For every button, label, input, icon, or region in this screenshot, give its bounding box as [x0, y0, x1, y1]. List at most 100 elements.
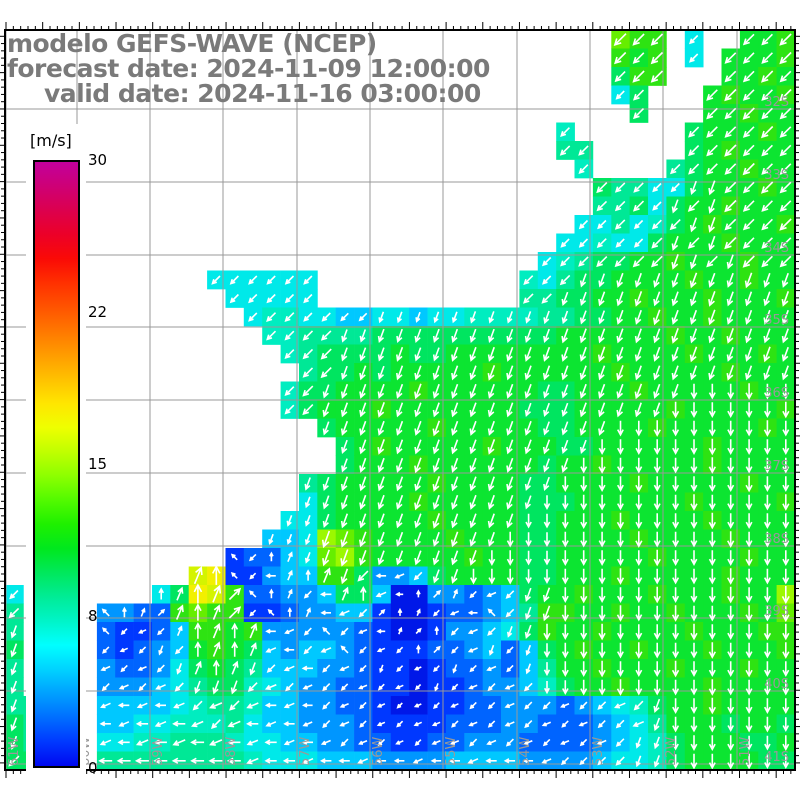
wind-arrow [432, 420, 441, 437]
wind-arrow [672, 439, 680, 455]
wind-arrow [763, 568, 771, 585]
wind-arrow [322, 626, 331, 635]
wind-arrow [633, 182, 644, 193]
wind-arrow [228, 606, 242, 619]
wind-arrow [690, 420, 698, 437]
wind-arrow [782, 476, 790, 492]
wind-arrow [100, 665, 111, 672]
wind-arrow [745, 753, 753, 770]
wind-arrow [763, 642, 771, 659]
wind-arrow [340, 738, 349, 747]
wind-arrow [543, 328, 550, 343]
wind-arrow [523, 682, 533, 692]
wind-arrow [212, 622, 221, 639]
wind-arrow [284, 349, 295, 360]
wind-arrow [634, 309, 642, 325]
wind-arrow [172, 739, 186, 746]
wind-arrow [358, 739, 368, 745]
wind-arrow [433, 609, 440, 617]
wind-arrow [543, 623, 551, 641]
wind-arrow [396, 311, 403, 324]
wind-arrow [708, 328, 716, 344]
wind-arrow [561, 457, 569, 473]
wind-arrow [451, 328, 459, 343]
wind-arrow [745, 328, 753, 344]
wind-arrow [523, 739, 533, 745]
wind-arrow [690, 568, 698, 585]
wind-arrow [653, 549, 661, 567]
wind-arrow [137, 629, 147, 634]
wind-arrow [579, 420, 587, 436]
wind-arrow [118, 721, 130, 727]
wind-arrow [284, 628, 295, 635]
wind-arrow [541, 758, 552, 764]
wind-arrow [761, 33, 773, 46]
wind-arrow [632, 70, 645, 83]
wind-arrow [359, 439, 367, 455]
wind-arrow [488, 550, 496, 567]
wind-arrow [358, 608, 368, 618]
wind-arrow [724, 199, 737, 213]
wind-arrow [282, 757, 296, 764]
wind-arrow [561, 421, 569, 436]
wind-arrow [653, 291, 661, 307]
wind-arrow [322, 567, 331, 583]
wind-arrow [377, 738, 386, 747]
wind-arrow [708, 365, 716, 381]
wind-arrow [632, 33, 645, 46]
wind-arrow [432, 476, 441, 492]
wind-arrow [579, 402, 587, 418]
wind-arrow [469, 328, 477, 343]
wind-arrow [579, 757, 588, 766]
wind-arrow [265, 628, 276, 634]
wind-arrow [634, 328, 642, 344]
wind-arrow [265, 647, 277, 653]
wind-arrow [781, 365, 789, 381]
wind-arrow [672, 679, 680, 696]
wind-arrow [377, 420, 385, 436]
wind-arrow [158, 645, 164, 656]
wind-arrow [633, 219, 644, 230]
wind-arrow [763, 476, 771, 493]
wind-arrow [653, 568, 661, 585]
wind-arrow [598, 273, 606, 288]
wind-arrow [671, 254, 679, 270]
wind-arrow [101, 683, 110, 692]
wind-arrow [433, 645, 441, 654]
wind-arrow [414, 439, 422, 455]
wind-arrow [632, 52, 645, 64]
wind-arrow [506, 311, 513, 324]
wind-arrow [635, 513, 643, 530]
wind-arrow [506, 365, 514, 381]
wind-arrow [742, 33, 755, 46]
wind-arrow [742, 144, 755, 157]
wind-arrow [708, 642, 717, 659]
wind-arrow [781, 291, 790, 307]
wind-arrow [745, 383, 753, 400]
wind-arrow [690, 494, 698, 511]
wind-arrow [469, 420, 477, 436]
wind-arrow [745, 402, 753, 419]
wind-arrow [635, 420, 643, 437]
wind-arrow [763, 698, 771, 715]
wind-arrow [635, 737, 642, 749]
wind-arrow [745, 660, 753, 678]
wind-arrow [194, 641, 202, 657]
wind-arrow [690, 513, 698, 530]
wind-arrow [8, 607, 20, 619]
wind-arrow [506, 646, 514, 654]
wind-arrow [779, 126, 792, 138]
wind-arrow [690, 550, 698, 567]
wind-arrow [653, 605, 661, 622]
wind-arrow [340, 549, 349, 567]
wind-arrow [708, 476, 716, 492]
wind-arrow [781, 586, 790, 605]
wind-arrow [616, 531, 624, 548]
wind-arrow [689, 309, 698, 325]
wind-arrow [763, 383, 771, 400]
wind-arrow [635, 755, 642, 768]
wind-arrow [304, 496, 311, 509]
wind-arrow [580, 513, 588, 529]
wind-arrow [525, 513, 532, 529]
wind-arrow [542, 439, 551, 455]
